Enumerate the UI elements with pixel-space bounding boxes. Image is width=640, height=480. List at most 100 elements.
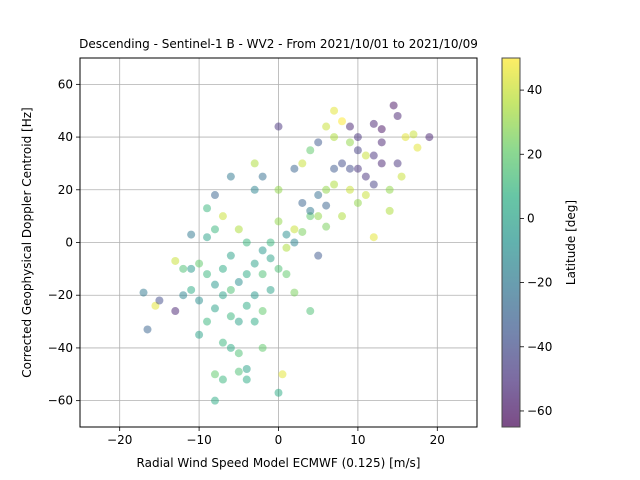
scatter-point [250, 259, 259, 268]
scatter-point [314, 138, 323, 147]
y-tick-label: −20 [48, 288, 73, 302]
scatter-point [369, 233, 378, 242]
scatter-point [330, 106, 339, 115]
scatter-point [353, 198, 362, 207]
scatter-point [250, 185, 259, 194]
y-axis-label: Corrected Geophysical Doppler Centroid [… [20, 107, 34, 377]
scatter-point [322, 185, 331, 194]
y-tick-label: 0 [65, 236, 73, 250]
scatter-point [155, 296, 164, 305]
x-tick-label: −20 [107, 433, 132, 447]
scatter-point [226, 251, 235, 260]
y-tick-label: 40 [58, 130, 73, 144]
x-tick-label: 20 [430, 433, 445, 447]
scatter-point [306, 206, 315, 215]
scatter-point [345, 185, 354, 194]
scatter-point [242, 375, 251, 384]
scatter-point [203, 233, 212, 242]
scatter-point [385, 185, 394, 194]
scatter-point [218, 291, 227, 300]
x-axis-label: Radial Wind Speed Model ECMWF (0.125) [m… [137, 456, 421, 470]
scatter-point [226, 285, 235, 294]
scatter-point [274, 388, 283, 397]
scatter-point [187, 285, 196, 294]
scatter-point [258, 307, 267, 316]
scatter-point [234, 367, 243, 376]
y-axis-ticks: −60 −40 −20 0 20 40 60 [48, 77, 80, 408]
colorbar-tick-label: 20 [527, 147, 542, 161]
scatter-point [258, 270, 267, 279]
scatter-point [338, 117, 347, 126]
scatter-point [353, 164, 362, 173]
scatter-point [242, 270, 251, 279]
scatter-point [250, 159, 259, 168]
scatter-point [393, 159, 402, 168]
colorbar-tick-label: −20 [527, 276, 552, 290]
scatter-point [298, 227, 307, 236]
scatter-point [397, 172, 406, 181]
scatter-point [242, 238, 251, 247]
scatter-point [290, 288, 299, 297]
scatter-point [203, 204, 212, 213]
scatter-point [258, 172, 267, 181]
scatter-point [171, 256, 180, 265]
scatter-point [290, 238, 299, 247]
scatter-point [377, 125, 386, 134]
scatter-point [330, 133, 339, 142]
colorbar-tick-label: −40 [527, 340, 552, 354]
scatter-point [369, 180, 378, 189]
scatter-point [401, 133, 410, 142]
scatter-point [361, 151, 370, 160]
scatter-point [218, 375, 227, 384]
scatter-point [195, 330, 204, 339]
colorbar-ticks: −60 −40 −20 0 20 40 [520, 83, 552, 418]
scatter-point [179, 291, 188, 300]
grid-lines [80, 58, 477, 427]
scatter-point [266, 254, 275, 263]
scatter-point [330, 164, 339, 173]
scatter-point [274, 217, 283, 226]
scatter-point [179, 264, 188, 273]
scatter-point [226, 172, 235, 181]
scatter-point [242, 301, 251, 310]
colorbar-label: Latitude [deg] [564, 200, 578, 285]
scatter-point [210, 304, 219, 313]
scatter-point [389, 101, 398, 110]
y-tick-label: 20 [58, 183, 73, 197]
scatter-point [409, 130, 418, 139]
scatter-point [258, 343, 267, 352]
scatter-point [314, 191, 323, 200]
colorbar-tick-label: −60 [527, 404, 552, 418]
scatter-point [278, 370, 287, 379]
scatter-point [298, 159, 307, 168]
scatter-point [195, 296, 204, 305]
scatter-point [274, 264, 283, 273]
scatter-point [282, 230, 291, 239]
scatter-point [187, 264, 196, 273]
y-tick-label: −60 [48, 394, 73, 408]
scatter-point [234, 349, 243, 358]
scatter-point [210, 370, 219, 379]
scatter-point [314, 212, 323, 221]
scatter-points [139, 101, 434, 405]
scatter-point [369, 119, 378, 128]
scatter-point [242, 365, 251, 374]
scatter-point [290, 225, 299, 234]
scatter-point [425, 133, 434, 142]
scatter-point [393, 111, 402, 120]
scatter-point [187, 230, 196, 239]
colorbar-tick-label: 0 [527, 211, 535, 225]
scatter-point [258, 246, 267, 255]
scatter-point [234, 278, 243, 287]
colorbar-tick-label: 40 [527, 83, 542, 97]
scatter-point [274, 122, 283, 131]
scatter-point [250, 291, 259, 300]
x-tick-label: 10 [350, 433, 365, 447]
scatter-point [298, 198, 307, 207]
scatter-point [361, 191, 370, 200]
scatter-point [250, 317, 259, 326]
scatter-point [210, 396, 219, 405]
scatter-point [306, 307, 315, 316]
scatter-point [377, 138, 386, 147]
scatter-point [218, 338, 227, 347]
